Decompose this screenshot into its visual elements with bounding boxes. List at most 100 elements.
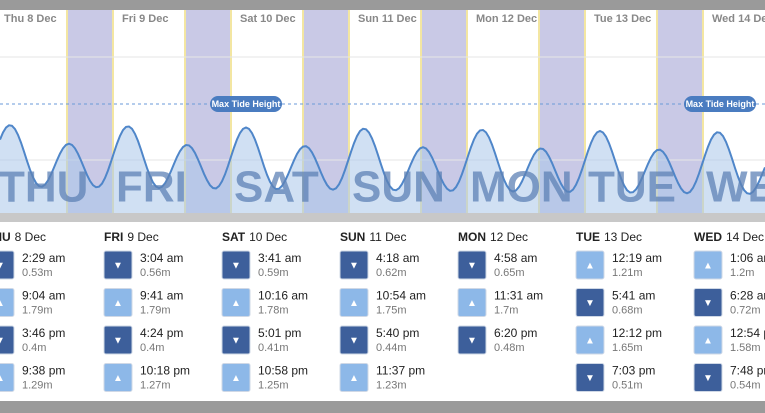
tide-arrow: ▼	[585, 373, 595, 384]
tide-arrow: ▼	[467, 336, 477, 347]
tide-time: 6:28 am	[730, 289, 765, 303]
day-date: 11 Dec	[369, 230, 406, 244]
tide-height: 1.65m	[612, 342, 643, 354]
tide-icon	[575, 325, 605, 355]
tide-height: 0.68m	[612, 304, 643, 316]
day-title: SUN 11 Dec	[340, 230, 406, 244]
tide-time: 7:03 pm	[612, 364, 655, 378]
tide-arrow: ▼	[349, 261, 359, 272]
tide-time: 4:24 pm	[140, 326, 183, 340]
tide-arrow: ▲	[113, 298, 123, 309]
tide-height: 0.51m	[612, 379, 643, 391]
max-tide-badge	[210, 96, 282, 112]
max-tide-label: Max Tide Height	[212, 99, 281, 109]
tide-arrow: ▼	[349, 336, 359, 347]
day-big-label: FRI	[116, 163, 187, 212]
day-title: THU 8 Dec	[0, 230, 46, 244]
tide-icon	[339, 325, 369, 355]
day-title: MON 12 Dec	[458, 230, 528, 244]
tide-arrow: ▼	[0, 261, 5, 272]
tide-height: 0.54m	[730, 379, 761, 391]
tide-time: 1:06 am	[730, 251, 765, 265]
tide-arrow: ▲	[585, 261, 595, 272]
day-big-label: WED	[706, 163, 765, 212]
day-date: 8 Dec	[15, 230, 46, 244]
tide-time: 12:19 am	[612, 251, 662, 265]
tide-height: 1.79m	[22, 304, 53, 316]
tide-arrow: ▲	[467, 298, 477, 309]
tide-icon	[103, 288, 133, 317]
tide-arrow: ▼	[703, 298, 713, 309]
tide-icon	[575, 250, 605, 280]
day-big-label: SAT	[234, 163, 319, 212]
day-date: 10 Dec	[249, 230, 287, 244]
tide-time: 5:01 pm	[258, 326, 301, 340]
tide-curve	[0, 124, 765, 195]
tide-icon	[457, 250, 487, 280]
tide-height: 0.4m	[140, 342, 164, 354]
tide-height: 0.72m	[730, 304, 761, 316]
tide-height: 1.21m	[612, 267, 643, 279]
tide-time: 12:12 pm	[612, 326, 662, 340]
day-abbr: FRI	[104, 230, 123, 244]
tide-time: 7:48 pm	[730, 364, 765, 378]
tide-icon	[0, 363, 15, 392]
tide-table: THU8 Dec▼2:29 am0.53m▲9:04 am1.79m▼3:46 …	[0, 230, 765, 392]
tide-arrow: ▼	[0, 336, 5, 347]
tide-time: 11:37 pm	[376, 364, 425, 378]
tide-arrow: ▼	[703, 373, 713, 384]
day-header: Thu 8 Dec	[4, 13, 57, 25]
tide-icon	[575, 363, 605, 392]
tide-time: 11:31 am	[494, 289, 543, 303]
tide-icon	[103, 325, 133, 355]
tide-arrow: ▼	[467, 261, 477, 272]
top-bar	[0, 0, 765, 10]
tide-time: 5:40 pm	[376, 326, 419, 340]
tide-arrow: ▲	[231, 373, 241, 384]
tide-icon	[221, 363, 251, 392]
tide-icon	[0, 288, 15, 317]
day-abbr: MON	[458, 230, 486, 244]
day-header: Tue 13 Dec	[594, 13, 651, 25]
tide-time: 9:41 am	[140, 289, 183, 303]
tide-time: 5:41 am	[612, 289, 655, 303]
tide-height: 1.27m	[140, 379, 171, 391]
tide-arrow: ▼	[113, 336, 123, 347]
tide-icon	[457, 325, 487, 355]
tide-time: 3:41 am	[258, 251, 301, 265]
tide-arrow: ▼	[231, 336, 241, 347]
tide-height: 1.2m	[730, 267, 754, 279]
tide-time: 6:20 pm	[494, 326, 537, 340]
tide-icon	[221, 325, 251, 355]
tide-arrow: ▲	[703, 336, 713, 347]
day-title: TUE 13 Dec	[576, 230, 642, 244]
tide-height: 1.23m	[376, 379, 407, 391]
tide-icon	[221, 288, 251, 317]
day-big-label: TUE	[588, 163, 676, 212]
tide-icon	[339, 250, 369, 280]
tide-icon	[103, 363, 133, 392]
tide-icon	[575, 288, 605, 317]
tide-time: 10:16 am	[258, 289, 308, 303]
tide-arrow: ▲	[0, 298, 5, 309]
tide-time: 3:04 am	[140, 251, 183, 265]
tide-height: 0.62m	[376, 267, 407, 279]
day-header: Sun 11 Dec	[358, 13, 417, 25]
bottom-bar	[0, 401, 765, 413]
tide-time: 9:38 pm	[22, 364, 65, 378]
day-date: 14 Dec	[726, 230, 764, 244]
day-header: Sat 10 Dec	[240, 13, 296, 25]
day-date: 12 Dec	[490, 230, 528, 244]
tide-time: 10:18 pm	[140, 364, 190, 378]
tide-time: 12:54 pm	[730, 326, 765, 340]
tide-time: 4:58 am	[494, 251, 537, 265]
tide-icon	[221, 250, 251, 280]
tide-arrow: ▲	[113, 373, 123, 384]
day-title: FRI 9 Dec	[104, 230, 159, 244]
tide-height: 0.56m	[140, 267, 171, 279]
tide-arrow: ▲	[0, 373, 5, 384]
separator	[0, 213, 765, 222]
tide-height: 0.41m	[258, 342, 289, 354]
tide-height: 1.7m	[494, 304, 518, 316]
